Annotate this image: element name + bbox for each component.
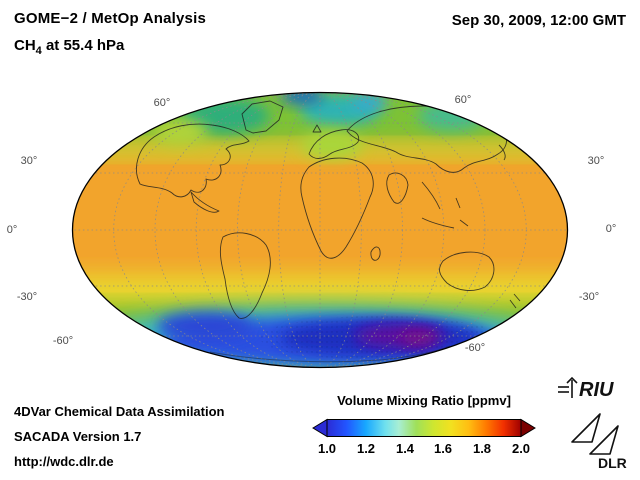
colorbar-title: Volume Mixing Ratio [ppmv] <box>337 393 511 408</box>
colorbar-tick: 1.0 <box>317 441 337 456</box>
lat-label-60n-left: 60° <box>153 97 171 109</box>
colorbar-bar <box>326 419 522 437</box>
lat-label-60s-left: -60° <box>52 335 74 347</box>
dlr-logo-icon: DLR <box>571 413 627 471</box>
colorbar-right-arrow <box>520 418 536 438</box>
dlr-logo-text: DLR <box>598 455 627 471</box>
lat-label-60n-right: 60° <box>454 94 472 106</box>
map-fill-layers <box>72 92 568 368</box>
lat-label-30s-right: -30° <box>578 291 600 303</box>
lat-label-eq-left: 0° <box>6 224 18 236</box>
colorbar-gradient <box>312 418 536 438</box>
graticule <box>72 92 568 368</box>
map-outline <box>71 91 569 369</box>
footer-line-url: http://wdc.dlr.de <box>14 454 114 469</box>
subtitle-subscript: 4 <box>35 45 42 57</box>
coastlines <box>136 100 521 363</box>
riu-logo-icon: RIU <box>558 376 614 401</box>
colorbar: Volume Mixing Ratio [ppmv] <box>312 393 536 457</box>
riu-logo: RIU <box>556 376 632 407</box>
lat-label-eq-right: 0° <box>605 223 617 235</box>
world-map <box>70 90 570 370</box>
timestamp: Sep 30, 2009, 12:00 GMT <box>451 12 626 29</box>
colorbar-tick: 1.6 <box>433 441 453 456</box>
subtitle-level: at 55.4 hPa <box>41 37 125 54</box>
riu-logo-text: RIU <box>579 379 614 401</box>
colorbar-left-arrow <box>312 418 328 438</box>
lat-label-30n-right: 30° <box>587 155 605 167</box>
footer-line-assimilation: 4DVar Chemical Data Assimilation <box>14 404 225 419</box>
page-title: GOME−2 / MetOp Analysis <box>14 10 207 27</box>
lat-label-60s-right: -60° <box>464 342 486 354</box>
subtitle-species: CH <box>14 37 36 54</box>
dlr-logo: DLR <box>568 406 632 477</box>
page-subtitle: CH4 at 55.4 hPa <box>14 37 124 57</box>
footer-credits: 4DVar Chemical Data Assimilation SACADA … <box>14 399 225 474</box>
mollweide-map-svg <box>71 91 569 369</box>
colorbar-tick: 1.2 <box>356 441 376 456</box>
lat-label-30n-left: 30° <box>20 155 38 167</box>
footer-line-version: SACADA Version 1.7 <box>14 429 142 444</box>
colorbar-tick: 1.8 <box>472 441 492 456</box>
lat-label-30s-left: -30° <box>16 291 38 303</box>
colorbar-tick: 2.0 <box>511 441 531 456</box>
colorbar-tick: 1.4 <box>395 441 415 456</box>
colorbar-tick-labels: 1.0 1.2 1.4 1.6 1.8 2.0 <box>312 441 536 457</box>
